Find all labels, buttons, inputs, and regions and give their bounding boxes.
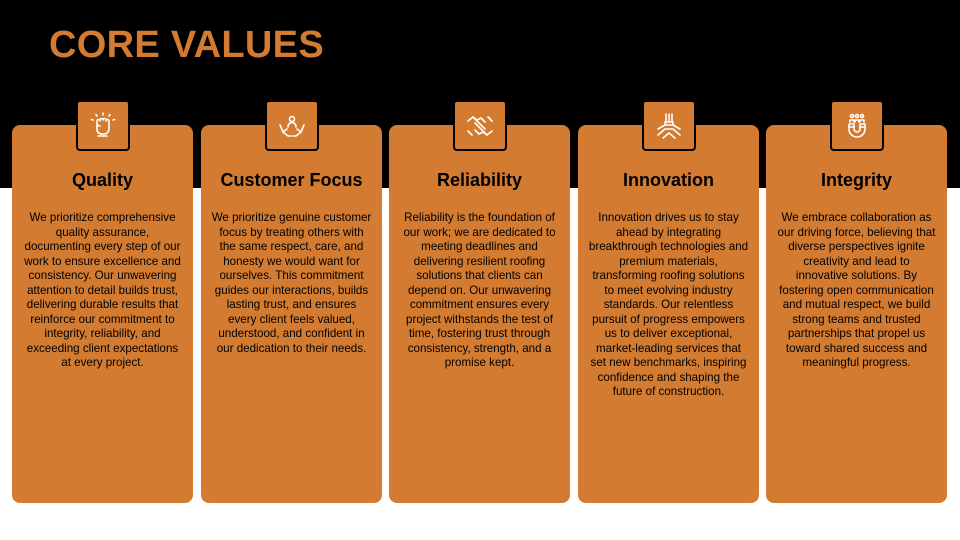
card-body: Reliability is the foundation of our wor…	[403, 211, 556, 369]
value-card-quality: Quality We prioritize comprehensive qual…	[12, 125, 193, 503]
card-title: Customer Focus	[220, 170, 363, 190]
team-hands-icon	[642, 100, 696, 151]
card-body: We prioritize genuine customer focus by …	[211, 211, 372, 355]
hands-support-icon	[265, 100, 319, 151]
card-title: Innovation	[623, 170, 714, 190]
magnet-people-icon	[830, 100, 884, 151]
handshake-icon	[453, 100, 507, 151]
card-body: We embrace collaboration as our driving …	[777, 211, 936, 369]
value-card-integrity: Integrity We embrace collaboration as ou…	[766, 125, 947, 503]
value-card-customer-focus: Customer Focus We prioritize genuine cus…	[201, 125, 382, 503]
card-title: Integrity	[820, 170, 892, 190]
card-body: Innovation drives us to stay ahead by in…	[588, 211, 749, 398]
page-title: CORE VALUES	[49, 24, 324, 66]
raised-fist-icon	[76, 100, 130, 151]
card-title: Reliability	[436, 170, 523, 190]
value-card-reliability: Reliability Reliability is the foundatio…	[389, 125, 570, 503]
value-card-innovation: Innovation Innovation drives us to stay …	[578, 125, 759, 503]
card-title: Quality	[71, 170, 133, 190]
card-body: We prioritize comprehensive quality assu…	[24, 211, 181, 369]
